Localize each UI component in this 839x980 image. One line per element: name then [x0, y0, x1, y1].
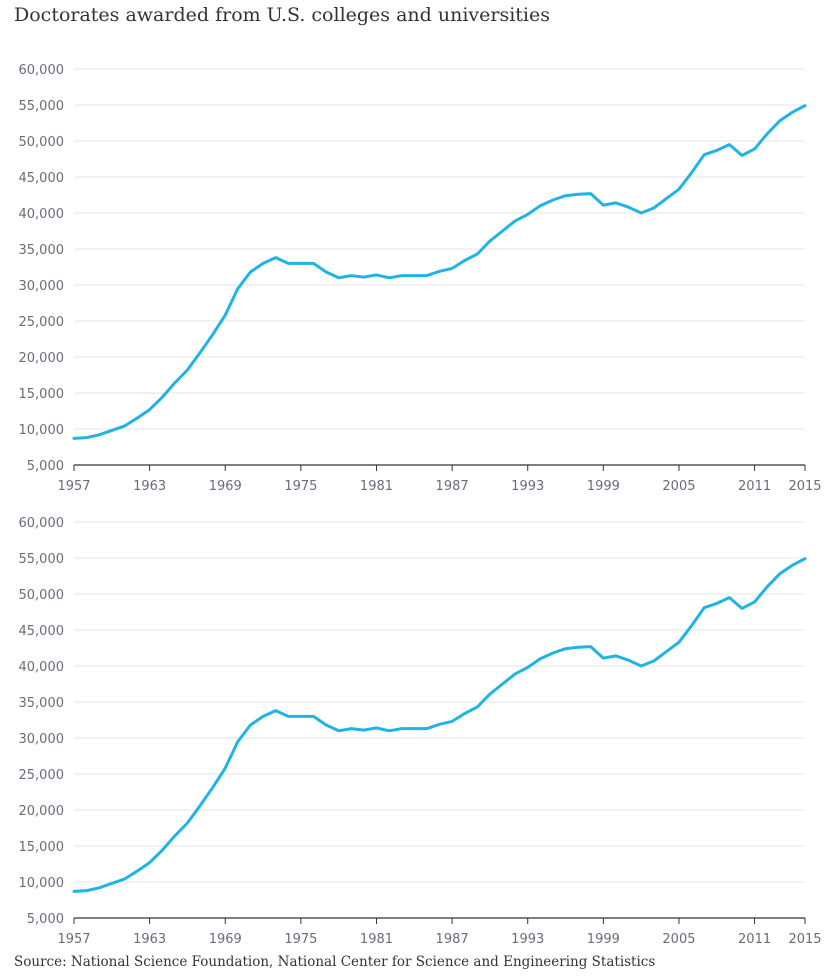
x-tick-label: 2011 [738, 932, 771, 947]
y-tick-label: 45,000 [19, 624, 65, 639]
y-tick-label: 5,000 [27, 912, 64, 927]
y-tick-label: 50,000 [19, 135, 65, 150]
x-tick-label: 1993 [511, 932, 544, 947]
y-tick-label: 20,000 [19, 351, 65, 366]
chart-bottom: 5,000 10,000 15,000 20,000 25,000 30,000 35,00… [0, 453, 839, 953]
x-tick-label: 1987 [436, 479, 469, 494]
y-tick-label: 40,000 [19, 207, 65, 222]
x-tick-label: 1963 [133, 479, 166, 494]
x-tick-label: 1975 [284, 932, 317, 947]
y-tick-label: 55,000 [19, 552, 65, 567]
series-line [72, 557, 807, 893]
y-tick-label: 20,000 [19, 804, 65, 819]
x-tick-label: 2015 [788, 479, 821, 494]
y-tick-label: 40,000 [19, 660, 65, 675]
x-tick-label: 1957 [57, 932, 90, 947]
y-tick-label: 60,000 [19, 516, 65, 531]
chart-bottom-svg: 5,000 10,000 15,000 20,000 25,000 30,000 35,00… [19, 516, 822, 947]
y-tick-label: 60,000 [19, 63, 65, 78]
y-tick-label: 25,000 [19, 315, 65, 330]
chart-top-svg: 5,000 10,000 15,000 20,000 25,000 30,000 35,00… [19, 63, 822, 494]
y-tick-label: 35,000 [19, 243, 65, 258]
x-tick-label: 2005 [662, 932, 695, 947]
source-note: Source: National Science Foundation, Nat… [14, 954, 656, 970]
y-tick-label: 15,000 [19, 840, 65, 855]
chart-title: Doctorates awarded from U.S. colleges an… [14, 4, 550, 26]
x-tick-label: 1975 [284, 479, 317, 494]
y-tick-label: 45,000 [19, 171, 65, 186]
x-tick-label: 1963 [133, 932, 166, 947]
y-tick-label: 10,000 [19, 423, 65, 438]
x-tick-label: 2015 [788, 932, 821, 947]
y-tick-label: 5,000 [27, 459, 64, 474]
y-tick-label: 25,000 [19, 768, 65, 783]
y-tick-label: 55,000 [19, 99, 65, 114]
series-line [72, 104, 807, 440]
y-tick-label: 30,000 [19, 732, 65, 747]
x-tick-label: 1993 [511, 479, 544, 494]
y-tick-label: 30,000 [19, 279, 65, 294]
x-tick-label: 1969 [209, 932, 242, 947]
x-tick-label: 1981 [360, 479, 393, 494]
chart-top: 5,000 10,000 15,000 20,000 25,000 30,000 35,00… [19, 63, 822, 494]
y-tick-label: 10,000 [19, 876, 65, 891]
x-tick-label: 2011 [738, 479, 771, 494]
x-tick-label: 2005 [662, 479, 695, 494]
x-tick-label: 1957 [57, 479, 90, 494]
x-tick-label: 1999 [587, 479, 620, 494]
y-tick-label: 15,000 [19, 387, 65, 402]
y-tick-label: 35,000 [19, 696, 65, 711]
x-tick-label: 1981 [360, 932, 393, 947]
x-tick-label: 1987 [436, 932, 469, 947]
x-tick-label: 1969 [209, 479, 242, 494]
x-tick-label: 1999 [587, 932, 620, 947]
y-tick-label: 50,000 [19, 588, 65, 603]
